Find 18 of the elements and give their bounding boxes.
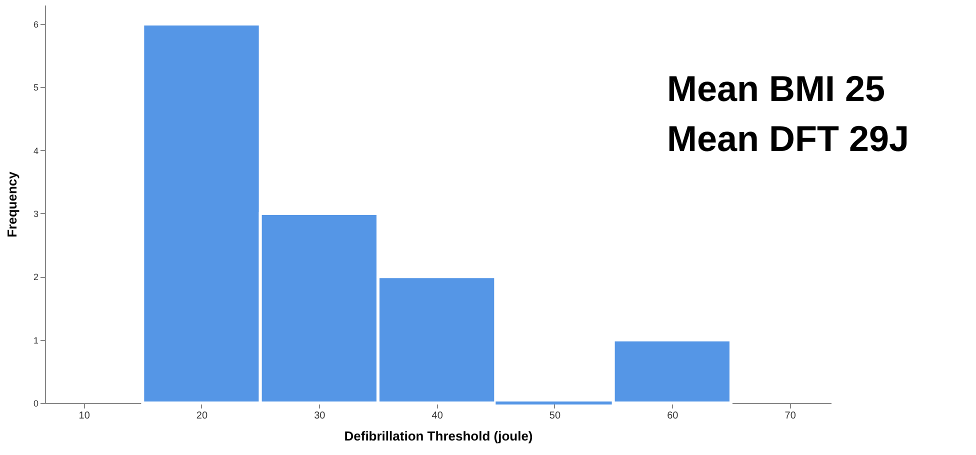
y-tick-label: 0 [33, 398, 38, 408]
x-axis-title: Defibrillation Threshold (joule) [344, 428, 533, 444]
y-tick-label: 4 [33, 146, 38, 156]
x-tick-label: 40 [432, 410, 444, 422]
x-tick-label: 30 [314, 410, 326, 422]
y-tick-label: 1 [33, 335, 38, 346]
annotation: Mean DFT 29J [667, 118, 910, 159]
x-tick-label: 60 [667, 410, 679, 422]
y-tick-label: 2 [33, 272, 38, 282]
annotation: Mean BMI 25 [667, 68, 886, 109]
y-tick-label: 6 [33, 19, 38, 30]
y-tick-label: 5 [33, 82, 38, 93]
x-tick-label: 10 [78, 410, 90, 422]
x-tick-label: 50 [549, 410, 561, 422]
y-axis-title: Frequency [4, 170, 20, 238]
y-tick-label: 3 [33, 208, 38, 219]
x-tick-label: 70 [784, 410, 796, 422]
x-tick-label: 20 [196, 410, 208, 422]
